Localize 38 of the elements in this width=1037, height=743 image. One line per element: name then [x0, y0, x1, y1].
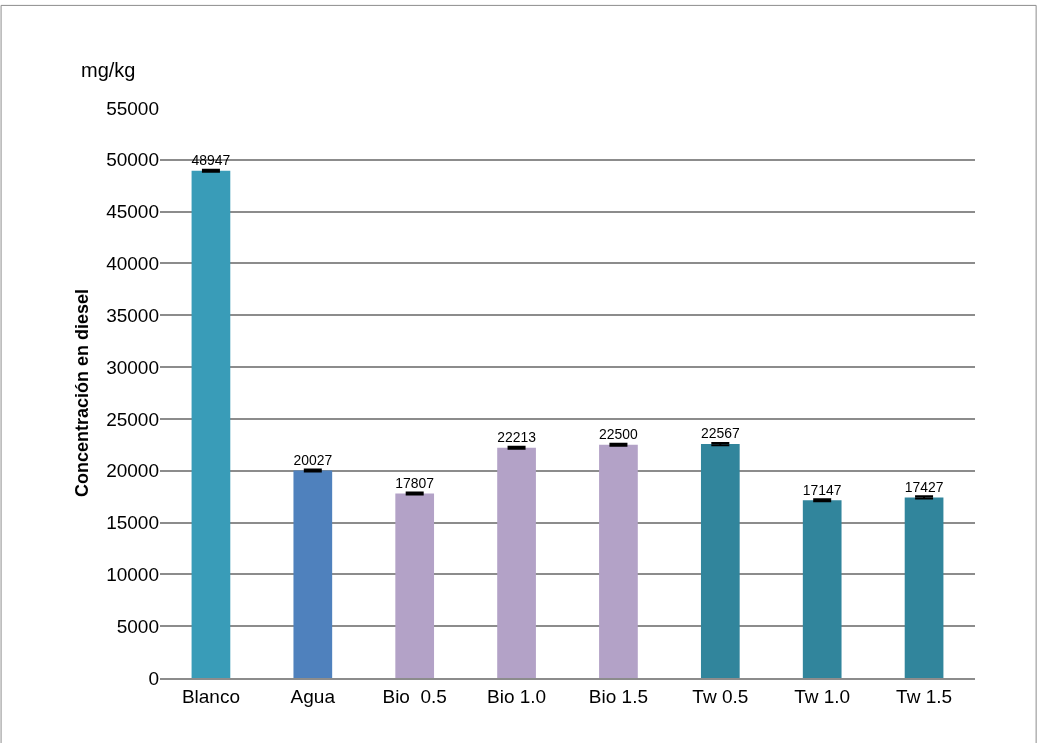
data-label: 22213 [497, 429, 537, 446]
bar [904, 497, 944, 678]
x-tick-label: Bio 1.0 [486, 685, 547, 707]
y-tick-label: 50000 [106, 149, 159, 171]
y-tick-label: 20000 [106, 460, 159, 482]
x-tick-label: Tw 0.5 [692, 685, 749, 707]
y-tick-label: 45000 [106, 201, 159, 223]
y-tick-label: 30000 [106, 356, 159, 378]
bar [191, 170, 231, 678]
y-tick-label: 5000 [116, 615, 159, 637]
data-label: 17807 [395, 474, 435, 491]
bar [802, 500, 842, 678]
bar [497, 447, 536, 678]
x-tick-label: Bio 0.5 [382, 685, 447, 707]
y-tick-label: 40000 [106, 253, 159, 275]
bar [700, 444, 740, 678]
data-label: 22567 [700, 425, 740, 442]
x-tick-label: Tw 1.5 [896, 685, 953, 707]
y-axis-title: Concentración en diesel [72, 288, 93, 498]
data-label: 22500 [599, 426, 639, 443]
y-tick-label: 10000 [106, 564, 159, 586]
x-tick-label: Tw 1.0 [794, 685, 851, 707]
y-tick-label: 35000 [106, 304, 159, 326]
x-tick-label: Agua [290, 685, 336, 707]
y-tick-label: 25000 [106, 408, 159, 430]
x-tick-label: Bio 1.5 [588, 685, 649, 707]
bar [599, 444, 638, 678]
x-tick-label: Blanco [181, 685, 240, 707]
data-label: 17427 [904, 478, 944, 495]
y-tick-label: 0 [148, 667, 159, 689]
y-tick-label: 15000 [106, 512, 159, 534]
data-label: 17147 [802, 481, 842, 498]
bar [395, 493, 435, 678]
data-label: 20027 [293, 451, 333, 468]
data-label: 48947 [191, 151, 231, 168]
text: mg/kg [81, 59, 136, 81]
bar [293, 470, 333, 678]
y-tick-label: 55000 [106, 97, 159, 119]
